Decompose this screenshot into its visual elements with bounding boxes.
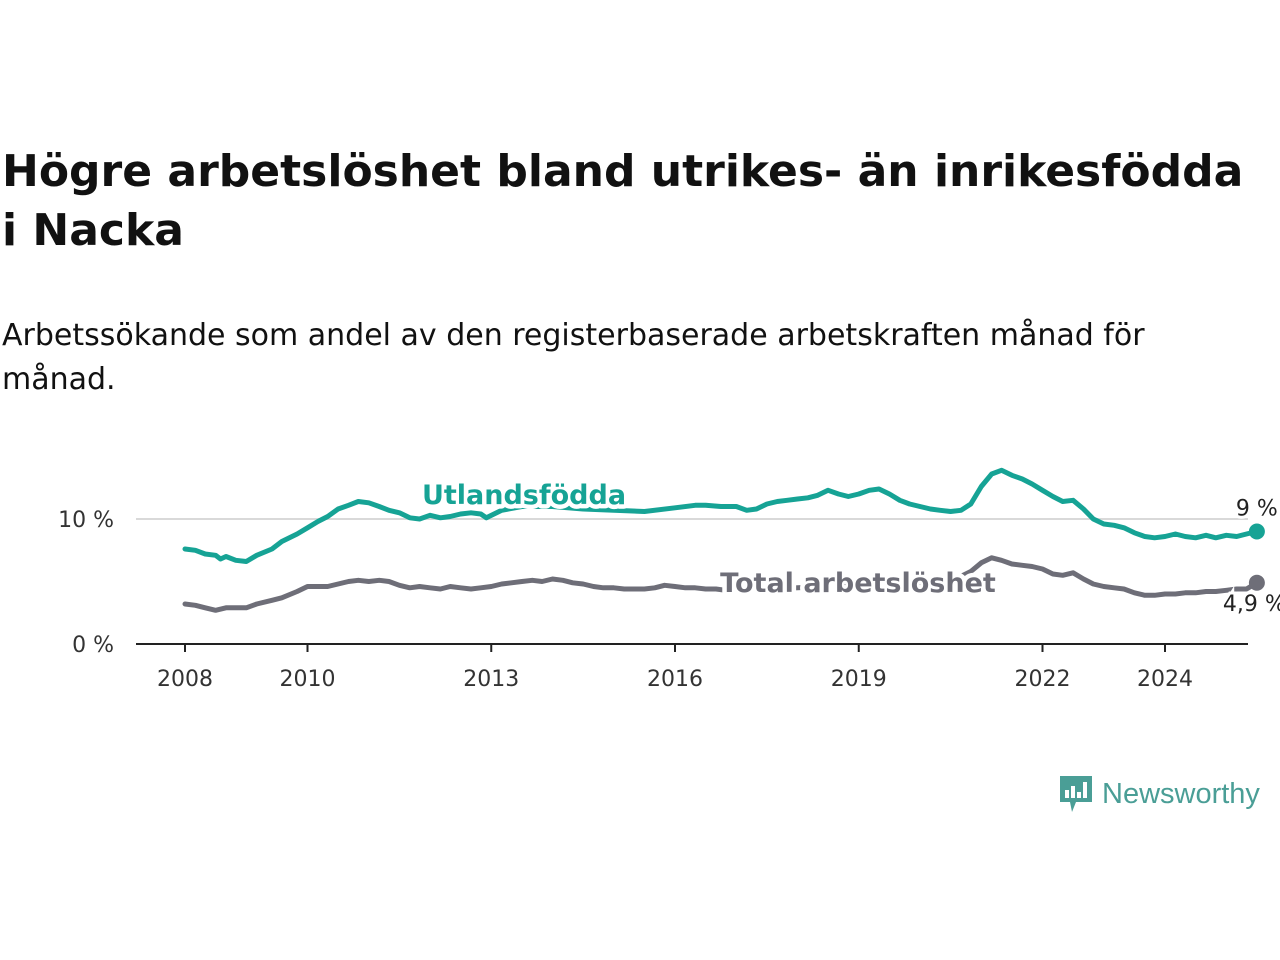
end-point-total (1248, 574, 1265, 591)
line-chart: 0 % 10 % 2008 2010 2013 2016 2019 2022 2024 Utlan… (58, 467, 1280, 692)
chart-title: Högre arbetslöshet bland utrikes- än inr… (2, 146, 1244, 256)
x-tick-label-6: 2024 (1137, 667, 1193, 692)
end-point-foreign (1248, 523, 1265, 540)
end-label-total: 4,9 % (1223, 592, 1280, 617)
x-tick-label-2: 2013 (463, 667, 519, 692)
series-label-total: Total arbetslöshet (720, 568, 996, 599)
x-tick-label-4: 2019 (831, 667, 887, 692)
end-label-foreign: 9 % (1236, 497, 1278, 522)
x-tick-label-5: 2022 (1015, 667, 1071, 692)
series-line-total (182, 555, 1260, 613)
x-tick-label-3: 2016 (647, 667, 703, 692)
series-line-foreign (182, 467, 1260, 564)
brand-logo[interactable]: Newsworthy (1058, 772, 1260, 816)
chart-subtitle: Arbetssökande som andel av den registerb… (2, 318, 1145, 397)
brand-name: Newsworthy (1102, 777, 1260, 810)
y-tick-label-1: 10 % (58, 508, 114, 533)
x-tick-label-1: 2010 (280, 667, 336, 692)
newsworthy-logo-icon (1060, 776, 1092, 812)
series-label-foreign: Utlandsfödda (422, 480, 626, 511)
x-tick-label-0: 2008 (157, 667, 213, 692)
y-tick-label-0: 0 % (72, 633, 114, 658)
